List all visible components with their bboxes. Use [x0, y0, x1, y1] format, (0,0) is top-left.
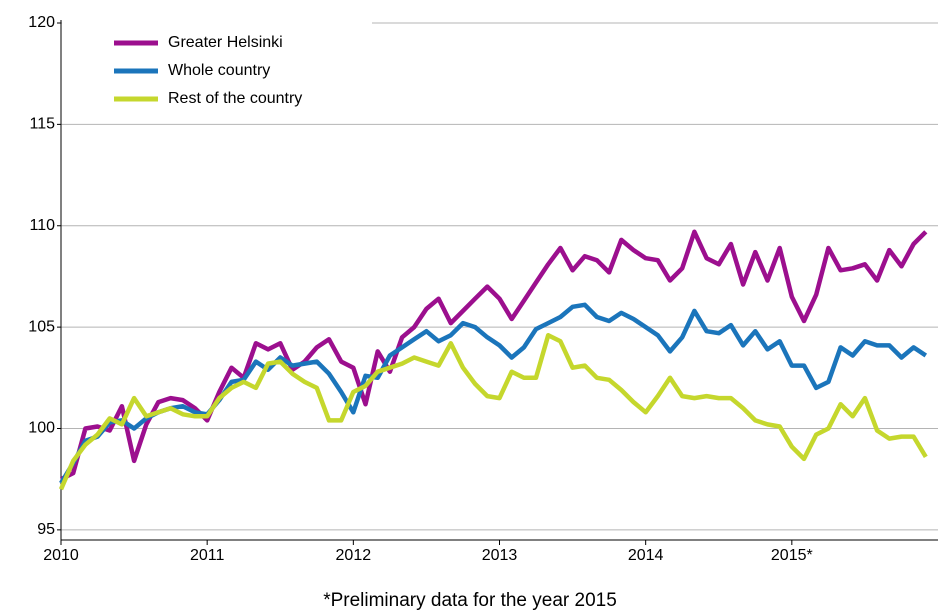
- x-tick-label: 2013: [482, 547, 518, 564]
- x-tick-label: 2015*: [771, 547, 813, 564]
- legend-background: [62, 15, 372, 115]
- legend-label: Rest of the country: [168, 90, 302, 107]
- footnote: *Preliminary data for the year 2015: [323, 590, 617, 611]
- y-tick-label: 110: [29, 217, 55, 234]
- x-tick-label: 2010: [43, 547, 79, 564]
- y-tick-label: 105: [28, 318, 55, 335]
- x-tick-label: 2014: [628, 547, 664, 564]
- series-line: [59, 229, 928, 482]
- x-tick-label: 2011: [190, 547, 225, 564]
- series-line: [58, 332, 928, 491]
- y-tick-label: 120: [28, 14, 55, 31]
- x-tick-label: 2012: [336, 547, 372, 564]
- y-tick-label: 115: [29, 116, 55, 133]
- legend-label: Whole country: [168, 62, 270, 79]
- y-tick-label: 100: [28, 420, 55, 437]
- y-tick-label: 95: [37, 521, 55, 538]
- series-line: [59, 302, 928, 485]
- legend-label: Greater Helsinki: [168, 34, 283, 51]
